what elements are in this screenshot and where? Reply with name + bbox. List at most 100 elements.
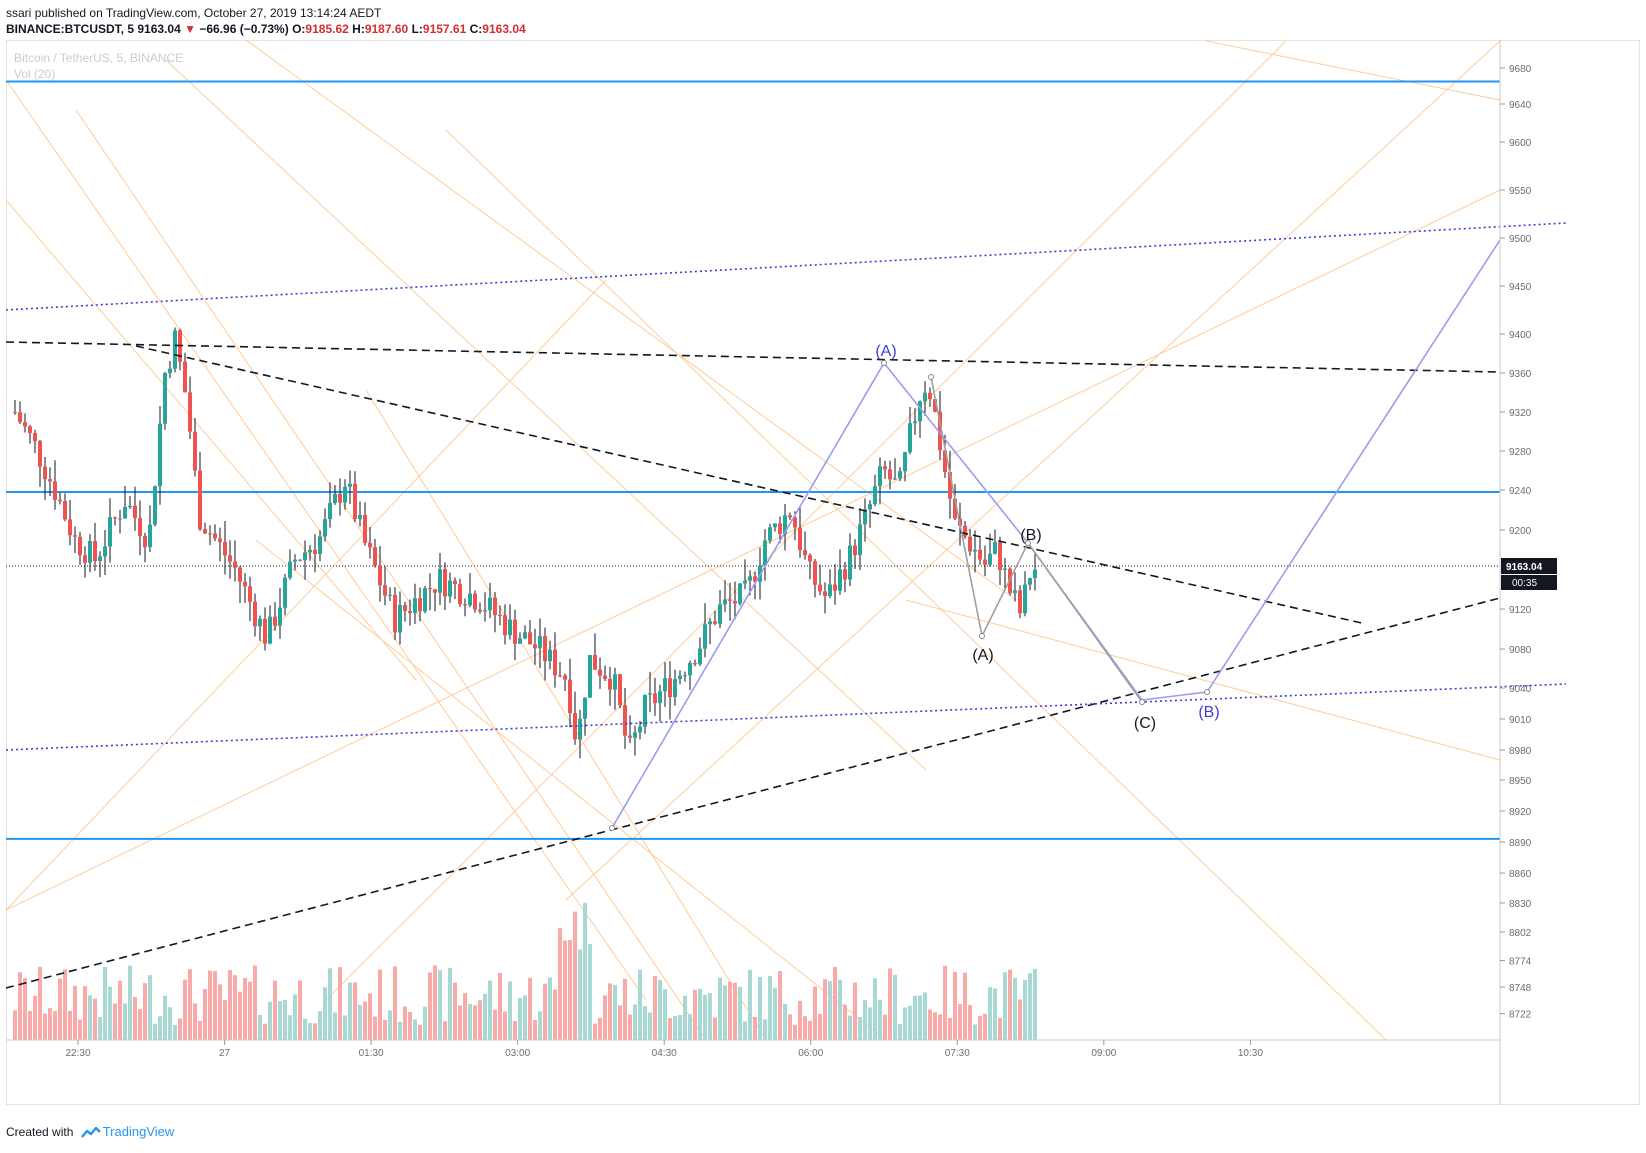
candle-body [583,697,587,719]
wave-pivot-handle[interactable] [609,825,615,831]
open-value: 9185.62 [305,22,349,36]
volume-bar [208,970,212,1040]
volume-bar [443,1021,447,1040]
candle-body [73,535,77,537]
wave-label: (A) [875,343,896,360]
candle-body [333,493,337,504]
volume-bar [568,940,572,1040]
volume-bar [953,971,957,1040]
volume-bar [108,986,112,1040]
volume-bar [988,987,992,1040]
candle-body [768,527,772,541]
volume-bar [343,1015,347,1040]
volume-bar [688,1014,692,1040]
volume-bars [13,902,1037,1040]
price-tick-label: 9010 [1509,715,1532,726]
candle-body [223,541,227,556]
wave-paths[interactable] [609,239,1501,831]
trend-lines[interactable] [6,222,1567,989]
volume-bar [258,1014,262,1040]
volume-bar [1023,979,1027,1040]
candle-body [558,675,562,677]
volume-bar [38,966,42,1040]
wave-pivot-handle[interactable] [881,360,887,366]
volume-bar [263,1023,267,1040]
candle-body [938,411,942,451]
candle-body [573,713,577,740]
candle-body [743,580,747,584]
chart-frame[interactable]: (A) (B) (A) (C) (B) 9680 9640 9600 9550 9500 9450… [6,40,1640,1105]
author-name[interactable]: ssari [6,6,32,20]
wave-pivot-handle[interactable] [979,633,985,639]
candle-body [473,593,477,610]
volume-bar [623,978,627,1040]
candle-body [548,649,552,662]
dashed-trend-line[interactable] [6,597,1501,989]
volume-bar [378,969,382,1040]
time-tick-label: 01:30 [359,1048,384,1059]
price-tick-label: 8830 [1509,899,1532,910]
fib-fan-line [445,129,1387,1041]
candle-body [108,517,112,547]
volume-bar [518,997,522,1040]
volume-bar [13,1010,17,1040]
candle-body [323,519,327,537]
tradingview-brand[interactable]: TradingView [102,1124,175,1139]
volume-bar [758,976,762,1040]
candle-body [33,432,37,442]
volume-bar [203,988,207,1040]
candle-body [543,636,547,662]
price-chart[interactable]: (A) (B) (A) (C) (B) 9680 9640 9600 9550 9500 9450… [6,40,1640,1105]
volume-bar [118,980,122,1040]
wave-pivot-handle[interactable] [928,374,934,380]
candle-body [908,423,912,453]
candle-body [998,542,1002,570]
fib-fan-line [325,40,1287,1001]
wave-pivot-handle[interactable] [1139,699,1145,705]
volume-bar [448,968,452,1040]
volume-bar [53,1011,57,1040]
candle-body [528,632,532,645]
candle-body [603,675,607,679]
dotted-channel-line[interactable] [6,683,1567,751]
volume-bar [653,976,657,1040]
dashed-trend-line[interactable] [6,341,1501,373]
volume-bar [993,988,997,1040]
volume-bar [513,1020,517,1040]
horizontal-levels[interactable] [6,80,1500,840]
price-axis[interactable]: 9680 9640 9600 9550 9500 9450 9400 9360 9320 9280… [1500,64,1557,1021]
candle-body [458,584,462,605]
candle-body [43,466,47,480]
volume-bar [778,970,782,1040]
volume-bar [218,984,222,1040]
open-label: O: [292,22,306,36]
volume-bar [783,1003,787,1040]
candle-body [863,509,867,525]
candle-body [188,392,192,432]
dashed-trend-line[interactable] [135,345,1367,625]
dotted-channel-line[interactable] [6,222,1567,311]
candle-body [348,483,352,487]
wave-pivot-handle[interactable] [1204,689,1210,695]
candle-body [888,469,892,480]
candle-body [613,674,617,690]
candle-body [98,556,102,562]
volume-bar [308,1023,312,1040]
price-tick-label: 9450 [1509,282,1532,293]
volume-bar [98,1017,102,1040]
candle-body [728,599,732,601]
candle-body [213,533,217,539]
candle-body [513,619,517,644]
time-axis[interactable]: 22:30 27 01:30 03:00 04:30 06:00 07:30 09:00 10:… [6,1040,1263,1059]
volume-bar [678,1015,682,1040]
volume-bar [673,1016,677,1040]
candle-body [203,529,207,534]
candle-body [983,559,987,565]
volume-bar [913,995,917,1040]
wave-pivot-handle[interactable] [1025,540,1031,546]
secondary-wave-path[interactable] [930,376,1143,703]
candle-body [143,536,147,548]
price-tick-label: 8980 [1509,746,1532,757]
volume-bar [918,995,922,1040]
candle-body [783,515,787,534]
